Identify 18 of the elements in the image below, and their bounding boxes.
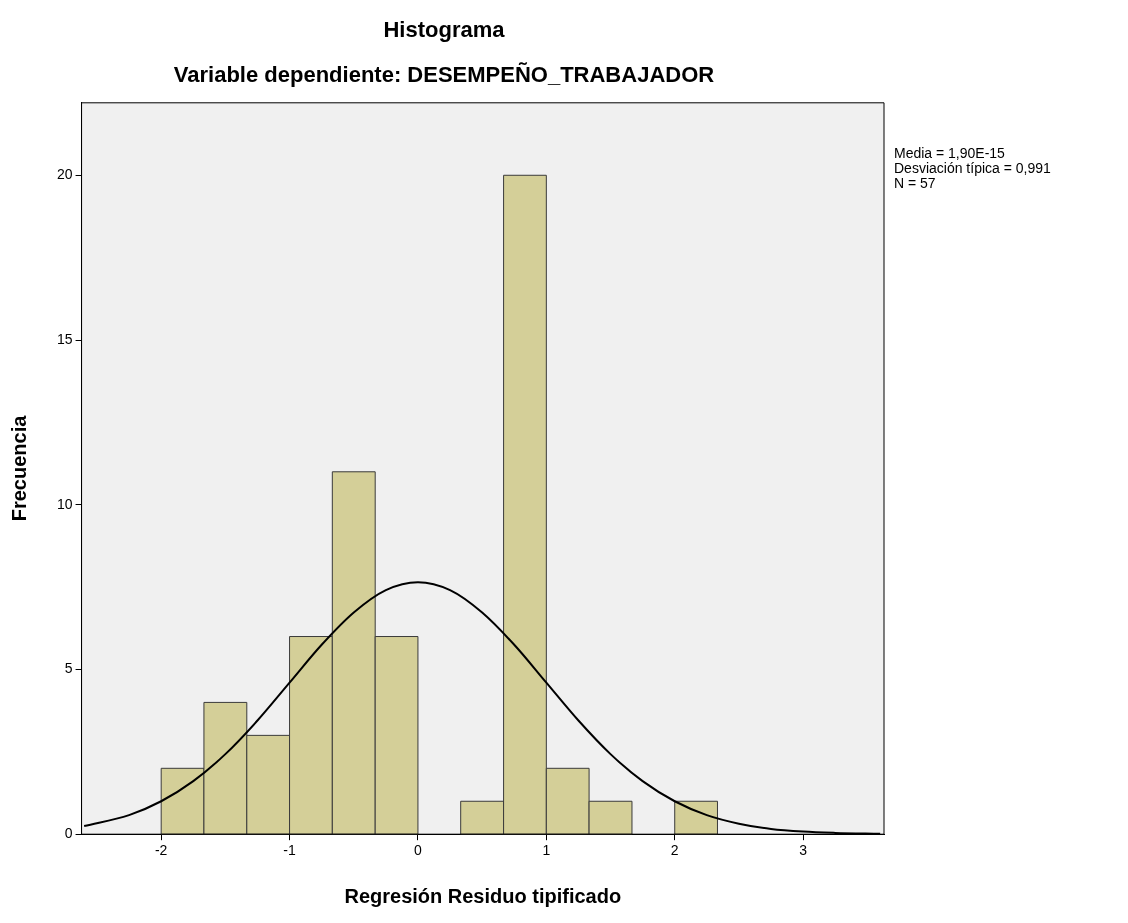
y-tick-label: 10: [56, 495, 73, 512]
x-tick-label: 2: [670, 842, 679, 859]
y-tick-label: 5: [64, 660, 73, 677]
text: N = 57: [894, 175, 937, 191]
y-axis-title: Frecuencia: [7, 414, 30, 522]
chart-title: Histograma: [383, 17, 506, 43]
y-tick-label: 20: [56, 166, 73, 183]
x-tick-label: 3: [799, 842, 808, 859]
chart-subtitle: Variable dependiente: DESEMPEÑO_TRABAJADOR: [173, 61, 715, 87]
text: Media = 1,90E-15: [894, 145, 1006, 161]
x-axis-title: Regresión Residuo tipificado: [344, 884, 622, 907]
text: Desviación típica = 0,991: [894, 160, 1051, 176]
y-tick-label: 0: [64, 825, 73, 842]
x-tick-label: -1: [283, 842, 296, 859]
y-tick-label: 15: [56, 330, 73, 347]
x-tick-label: 1: [542, 842, 551, 859]
x-tick-label: 0: [414, 842, 423, 859]
x-tick-label: -2: [154, 842, 168, 859]
